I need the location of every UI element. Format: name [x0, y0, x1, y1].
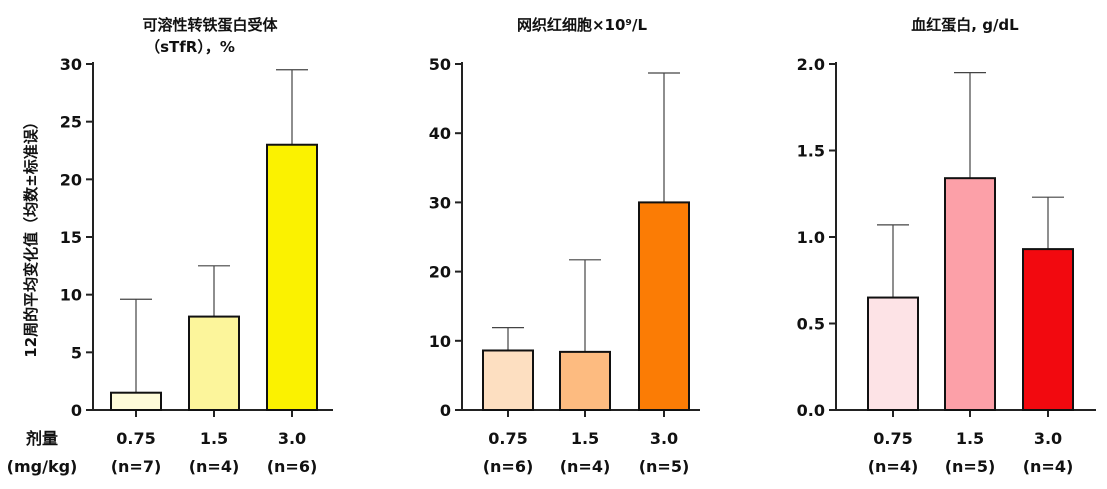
y-tick-label-1: 10: [60, 286, 82, 305]
x-category-label-1: 0.75: [116, 429, 155, 448]
y-tick-label-1: 15: [60, 228, 82, 247]
dose-label: 剂量: [26, 429, 58, 448]
y-tick-label-1: 30: [60, 55, 82, 74]
bar-1-3: [266, 143, 318, 411]
x-n-label-2: (n=4): [560, 457, 611, 476]
x-n-label-1: (n=4): [189, 457, 240, 476]
x-n-label-1: (n=6): [267, 457, 318, 476]
y-tick-label-2: 0: [440, 401, 451, 420]
dose-unit-label: (mg/kg): [7, 457, 78, 476]
x-n-label-2: (n=5): [639, 457, 690, 476]
y-tick-label-2: 50: [429, 55, 451, 74]
bar-2-3: [638, 201, 690, 411]
y-tick-label-2: 20: [429, 263, 451, 282]
chart-title-2: 网织红细胞×10⁹/L: [517, 16, 647, 34]
bar-3-3: [1022, 248, 1074, 411]
y-tick-label-2: 10: [429, 332, 451, 351]
chart-title-3: 血红蛋白, g/dL: [911, 16, 1019, 34]
y-tick-label-1: 25: [60, 113, 82, 132]
x-n-label-3: (n=4): [868, 457, 919, 476]
bar-3-2: [944, 177, 996, 411]
x-category-label-3: 1.5: [956, 429, 984, 448]
x-category-label-2: 3.0: [650, 429, 678, 448]
x-category-label-3: 3.0: [1034, 429, 1062, 448]
y-tick-label-3: 0.0: [797, 401, 825, 420]
bar-2-2: [559, 350, 611, 412]
x-category-label-3: 0.75: [873, 429, 912, 448]
bar-1-1: [110, 391, 162, 412]
y-tick-label-1: 20: [60, 170, 82, 189]
x-n-label-2: (n=6): [483, 457, 534, 476]
chart-title-1: 可溶性转铁蛋白受体: [142, 16, 278, 34]
x-category-label-2: 0.75: [488, 429, 527, 448]
y-tick-label-3: 2.0: [797, 55, 825, 74]
y-axis-label: 12周的平均变化值（均数±标准误）: [22, 114, 40, 357]
x-n-label-3: (n=4): [1023, 457, 1074, 476]
y-tick-label-3: 1.0: [797, 228, 825, 247]
x-category-label-1: 1.5: [200, 429, 228, 448]
y-tick-label-3: 0.5: [797, 315, 825, 334]
x-category-label-1: 3.0: [278, 429, 306, 448]
chart-subtitle-1: （sTfR），%: [145, 38, 235, 56]
bar-3-1: [867, 296, 919, 411]
y-tick-label-2: 30: [429, 193, 451, 212]
x-category-label-2: 1.5: [571, 429, 599, 448]
bar-2-1: [482, 349, 534, 412]
x-n-label-1: (n=7): [111, 457, 162, 476]
x-n-label-3: (n=5): [945, 457, 996, 476]
y-tick-label-2: 40: [429, 124, 451, 143]
bar-1-2: [188, 315, 240, 411]
y-tick-label-1: 5: [71, 343, 82, 362]
y-tick-label-3: 1.5: [797, 142, 825, 161]
y-tick-label-1: 0: [71, 401, 82, 420]
